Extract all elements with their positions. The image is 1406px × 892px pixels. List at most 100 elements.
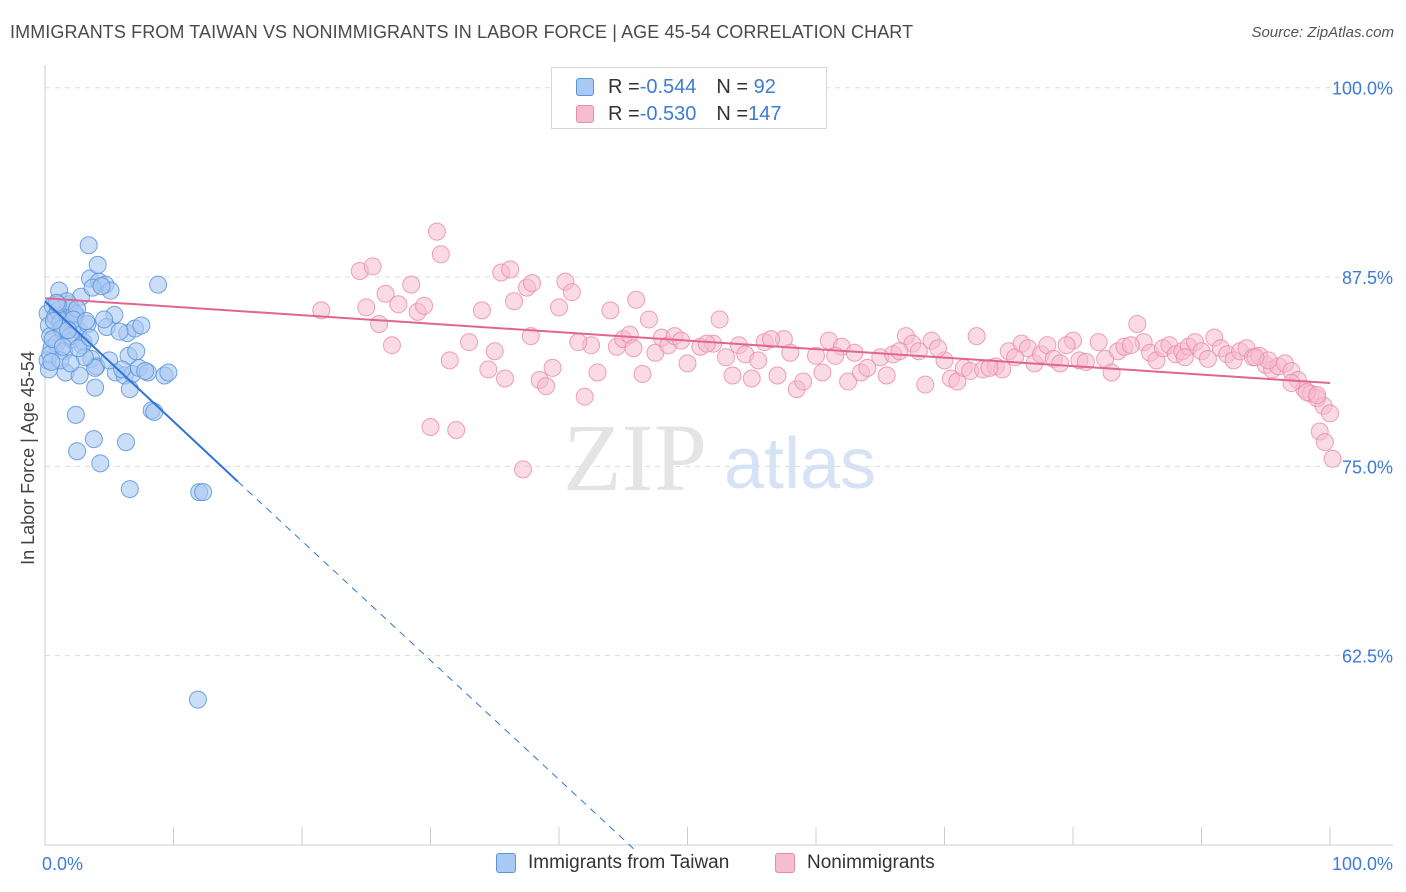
nonimmigrants-point [624, 339, 643, 358]
taiwan-point [42, 352, 61, 371]
source-label: Source: ZipAtlas.com [1251, 24, 1394, 41]
nonimmigrants-point [717, 348, 736, 367]
nonimmigrants-point [1051, 354, 1070, 373]
nonimmigrants-point [472, 301, 491, 320]
nonimmigrants-point [370, 314, 389, 333]
taiwan-point [88, 255, 107, 274]
nonimmigrants-point [678, 354, 697, 373]
nonimmigrants-point [749, 351, 768, 370]
nonimmigrants-point [421, 417, 440, 436]
legend-n-label: N = [716, 75, 749, 98]
taiwan-point [159, 363, 178, 382]
nonimmigrants-point [562, 283, 581, 302]
taiwan-point [194, 483, 213, 502]
taiwan-trend-extension [237, 481, 637, 852]
nonimmigrants-point [427, 222, 446, 241]
nonimmigrants-point [980, 358, 999, 377]
y-tick-label: 87.5% [1342, 268, 1393, 288]
nonimmigrants-point [742, 369, 761, 388]
nonimmigrants-point [627, 290, 646, 309]
legend-swatch-pink [576, 105, 594, 123]
legend-n-label: N = [716, 102, 749, 125]
bottom-legend-label-taiwan: Immigrants from Taiwan [528, 852, 730, 873]
legend-row-taiwan: R = -0.544 N = 92 [576, 73, 776, 101]
nonimmigrants-point [521, 327, 540, 346]
watermark-zip: ZIP [563, 404, 707, 511]
taiwan-point [110, 322, 129, 341]
legend-n-value: 147 [748, 102, 782, 125]
nonimmigrants-point [768, 366, 787, 385]
taiwan-point [95, 310, 114, 329]
nonimmigrants-point [1323, 449, 1342, 468]
taiwan-point [84, 430, 103, 449]
taiwan-point [61, 354, 80, 373]
nonimmigrants-point [496, 369, 515, 388]
taiwan-point [77, 311, 96, 330]
nonimmigrants-point [601, 301, 620, 320]
watermark-atlas: atlas [724, 424, 876, 504]
nonimmigrants-point [550, 298, 568, 317]
taiwan-point [116, 433, 135, 452]
taiwan-point [132, 316, 151, 335]
nonimmigrants-point [858, 358, 877, 377]
nonimmigrants-point [1057, 336, 1076, 355]
taiwan-points [38, 236, 213, 709]
taiwan-point [136, 361, 155, 380]
nonimmigrants-point [723, 366, 742, 385]
bottom-legend-swatch-blue [496, 853, 516, 873]
legend-n-value: 92 [748, 75, 776, 98]
nonimmigrants-point [588, 363, 607, 382]
taiwan-point [120, 380, 139, 399]
taiwan-point [86, 378, 105, 397]
nonimmigrants-point [479, 360, 498, 379]
nonimmigrants-point [1128, 314, 1147, 333]
legend-r-value: -0.530 [639, 102, 697, 125]
nonimmigrants-point [501, 260, 520, 279]
taiwan-point [66, 405, 85, 424]
taiwan-point [80, 328, 99, 347]
nonimmigrants-point [1198, 349, 1217, 368]
nonimmigrants-point [1315, 433, 1334, 452]
nonimmigrants-point [415, 296, 434, 315]
taiwan-point [70, 366, 89, 385]
legend-swatch-blue [576, 78, 594, 96]
bottom-legend-swatch-pink [775, 853, 795, 873]
nonimmigrants-point [431, 245, 450, 264]
taiwan-point [91, 454, 110, 473]
nonimmigrants-point [363, 257, 382, 276]
y-axis-label: In Labor Force | Age 45-54 [18, 351, 38, 565]
taiwan-point [69, 339, 88, 358]
nonimmigrants-point [762, 330, 781, 349]
nonimmigrants-point [890, 342, 909, 361]
nonimmigrants-point [839, 372, 858, 391]
legend-r-label: R = [608, 102, 640, 125]
nonimmigrants-point [389, 295, 408, 314]
taiwan-point [188, 690, 207, 709]
nonimmigrants-point [382, 336, 401, 355]
y-tick-label: 62.5% [1342, 647, 1393, 667]
nonimmigrants-point [794, 372, 813, 391]
nonimmigrants-point [813, 363, 832, 382]
x-tick-label: 0.0% [42, 854, 83, 874]
nonimmigrants-point [402, 275, 421, 294]
trend-lines [44, 297, 1331, 852]
bottom-legend-taiwan: Immigrants from Taiwan [496, 852, 729, 874]
taiwan-point [149, 275, 168, 294]
legend-r-label: R = [608, 75, 640, 98]
taiwan-point [113, 360, 132, 379]
nonimmigrants-point [1175, 348, 1194, 367]
nonimmigrants-point [877, 366, 896, 385]
x-tick-label: 100.0% [1332, 854, 1393, 874]
nonimmigrants-point [929, 339, 948, 358]
nonimmigrants-point [1089, 333, 1108, 352]
nonimmigrants-point [639, 310, 658, 329]
taiwan-point [145, 402, 164, 421]
nonimmigrants-point [543, 358, 562, 377]
nonimmigrants-point [710, 310, 729, 329]
nonimmigrants-point [697, 334, 716, 353]
bottom-legend-label-nonimmigrants: Nonimmigrants [807, 852, 935, 873]
nonimmigrants-point [807, 346, 825, 365]
tick-labels: 100.0% 87.5% 75.0% 62.5% 0.0% 100.0% [42, 79, 1393, 874]
nonimmigrants-point [569, 333, 588, 352]
